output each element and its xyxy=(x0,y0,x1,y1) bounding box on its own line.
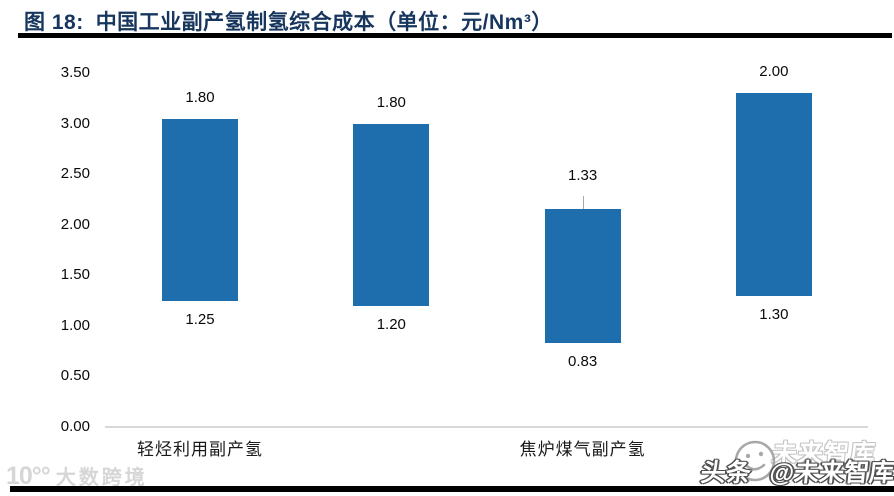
toutiao-future-thinktank-watermark: 头条 @未来智库 xyxy=(699,453,894,489)
bar-top-value-label: 1.33 xyxy=(567,166,598,184)
figure-title: 中国工业副产氢制氢综合成本（单位：元/Nm³） xyxy=(95,11,553,34)
bar-bottom-value-label: 1.25 xyxy=(185,310,215,328)
y-axis-tick-label: 2.00 xyxy=(60,215,90,233)
toutiao-logo-icon xyxy=(733,439,777,488)
range-bar xyxy=(544,208,621,344)
bottom-border-rule xyxy=(10,486,894,492)
range-bar xyxy=(735,93,812,296)
bar-bottom-value-label: 1.30 xyxy=(759,305,789,323)
data-label-leader-line xyxy=(582,195,584,209)
watermark-handle-text: @未来智库 xyxy=(768,459,894,487)
x-axis-category-label: 焦炉煤气副产氢 xyxy=(519,440,646,460)
y-axis-tick-label: 0.00 xyxy=(60,418,90,435)
title-underline-rule xyxy=(18,33,892,38)
y-axis-tick-label: 1.50 xyxy=(60,266,90,284)
y-axis-tick-label: 1.00 xyxy=(60,316,90,334)
bar-bottom-value-label: 0.83 xyxy=(567,353,598,371)
x-axis-line xyxy=(105,426,868,428)
watermark-dashukuajing: 10°° 大数跨境 xyxy=(6,461,148,491)
x-axis-category-label: 轻烃利用副产氢 xyxy=(137,440,263,460)
y-axis-tick-label: 0.50 xyxy=(60,367,90,385)
figure-header: 图 18: 中国工业副产氢制氢综合成本（单位：元/Nm³） xyxy=(24,6,553,36)
bar-top-value-label: 2.00 xyxy=(759,63,789,81)
dashukuajing-watermark-text: 大数跨境 xyxy=(55,467,148,489)
range-bar xyxy=(162,118,238,301)
watermark-toutiao-text: 头条 xyxy=(699,459,753,487)
y-axis-tick-label: 2.50 xyxy=(60,165,90,183)
bar-top-value-label: 1.80 xyxy=(376,93,406,111)
bar-top-value-label: 1.80 xyxy=(185,88,215,106)
y-axis-tick-label: 3.50 xyxy=(60,64,90,81)
range-bar xyxy=(353,123,430,306)
figure-number-label: 图 18: xyxy=(24,11,84,34)
bar-bottom-value-label: 1.20 xyxy=(376,315,406,333)
dashukuajing-logo-icon: 10°° xyxy=(6,462,51,490)
y-axis-tick-label: 3.00 xyxy=(60,114,90,132)
